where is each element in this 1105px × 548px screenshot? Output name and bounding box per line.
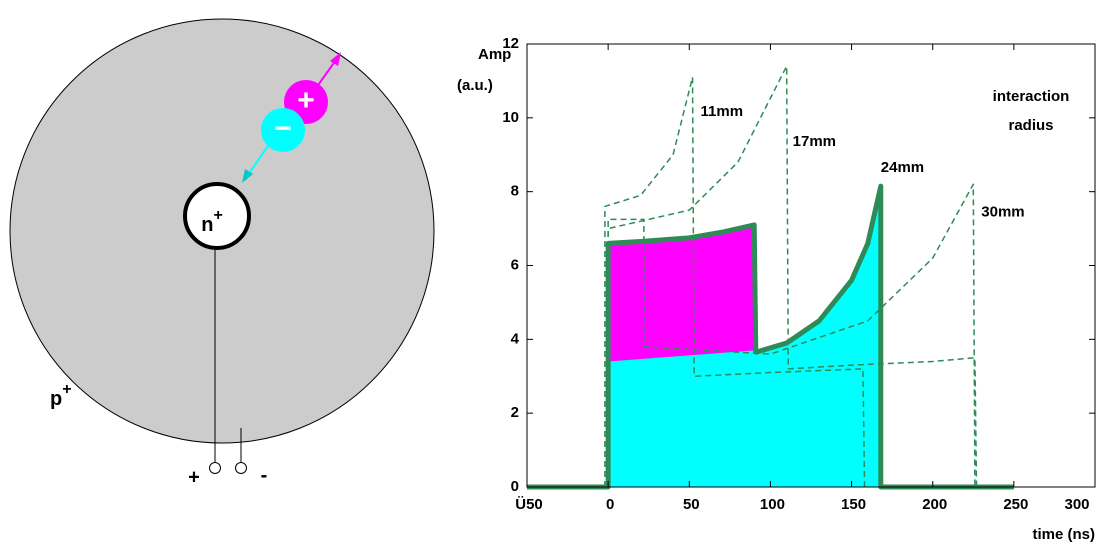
series-label: 17mm [793,133,836,150]
electron-arrowhead [242,169,253,183]
electron-sign: − [274,112,292,145]
x-tick-label: 50 [683,496,700,513]
note: interaction [993,88,1070,105]
y-tick-label: 6 [511,256,519,273]
hole-sign: + [297,84,315,117]
series-label: 11mm [701,103,744,120]
y-tick-label: 4 [511,330,520,347]
dashed-line [604,76,866,488]
x-tick-label: 150 [841,496,866,513]
y-tick-label: 0 [511,478,519,495]
x-tick-label: 250 [1003,496,1028,513]
x-tick-label: 300 [1064,496,1089,513]
n-text: n [201,214,213,236]
detector-diagram: n+ p+ + − + - [9,18,435,488]
series-label: 30mm [981,203,1024,220]
y-axis-label: Amp [478,46,511,63]
y-tick-label: 8 [511,183,519,200]
series-label: 24mm [881,159,924,176]
x-tick-label: 200 [922,496,947,513]
x-axis-label: time (ns) [1032,526,1095,543]
note: radius [1008,117,1053,134]
terminal-minus: - [261,464,268,486]
p-text: p [50,388,62,410]
terminal-plus: + [188,466,200,488]
dashed-line [607,65,978,488]
x-tick-label: 100 [760,496,785,513]
signal-line [527,183,1014,490]
hole-arrowhead [330,52,341,66]
y-tick-label: 10 [502,109,519,126]
n-contact [183,182,251,250]
y-tick-label: 2 [511,404,519,421]
electron [261,108,305,152]
p-sup: + [62,381,71,398]
n-sup: + [213,207,222,224]
chart: Amp (a.u.) time (ns) interaction radius … [457,35,1096,543]
x-tick-label: 0 [606,496,614,513]
area [608,186,881,488]
p-label: p+ [50,381,72,410]
n-label: n+ [201,207,223,236]
electron-arrow [247,142,271,176]
x-tick-label: Ü50 [515,496,543,513]
terminal [209,462,221,474]
y-tick-label: 12 [502,35,519,52]
hole-arrow [315,59,337,89]
terminal [235,462,247,474]
y-axis-label: (a.u.) [457,77,493,94]
